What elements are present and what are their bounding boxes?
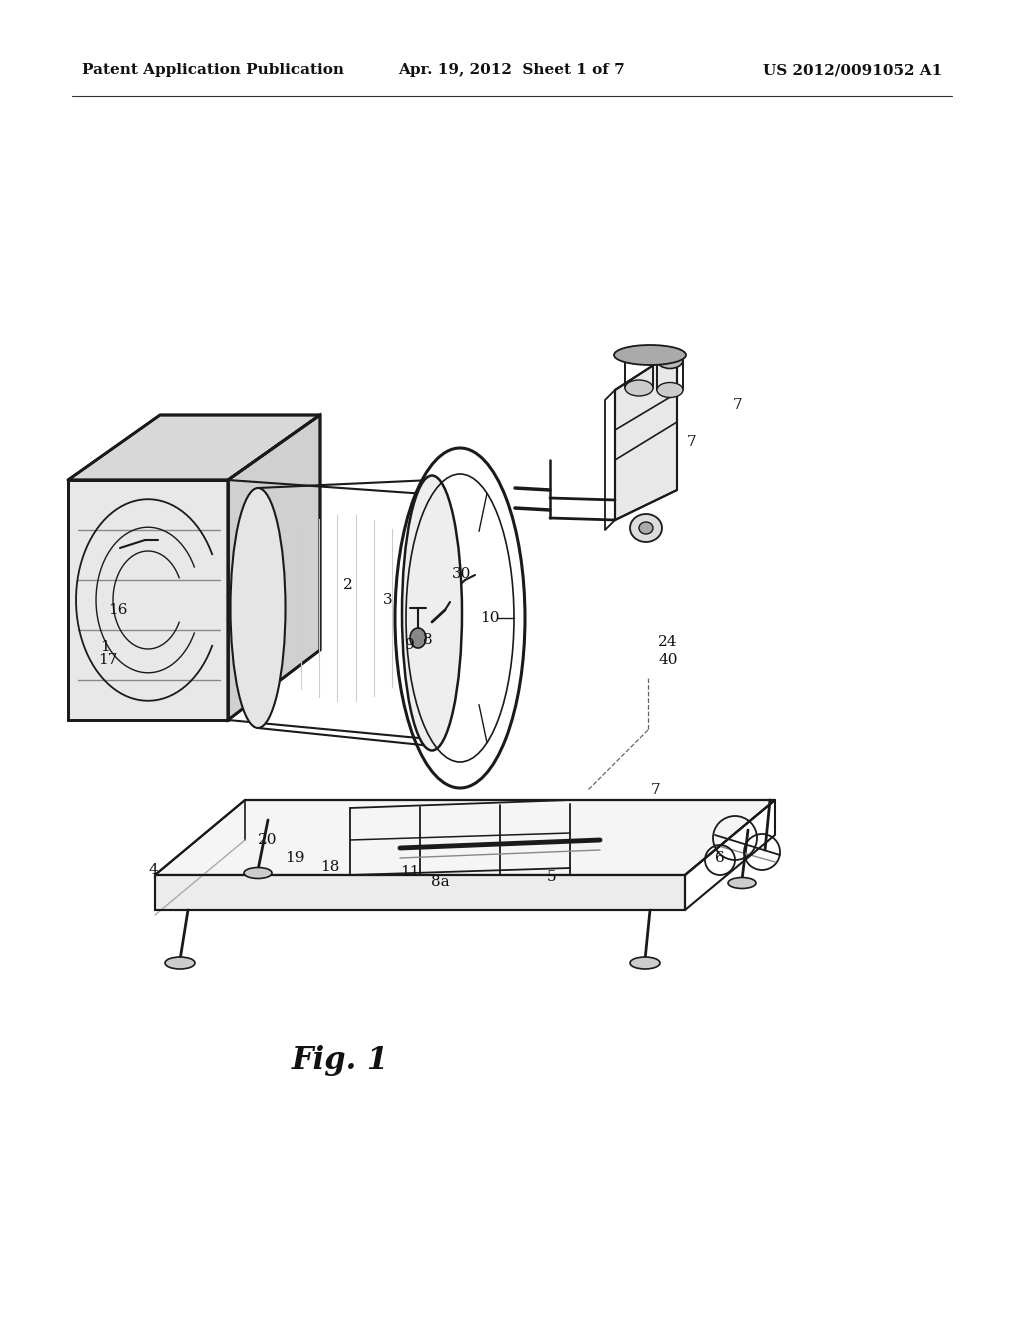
Text: 9: 9 — [406, 638, 415, 652]
Text: 11: 11 — [400, 865, 420, 879]
Polygon shape — [615, 350, 677, 520]
Text: 17: 17 — [98, 653, 118, 667]
Ellipse shape — [230, 488, 286, 729]
Text: 6: 6 — [715, 851, 725, 865]
Polygon shape — [68, 414, 319, 480]
Text: US 2012/0091052 A1: US 2012/0091052 A1 — [763, 63, 942, 77]
Ellipse shape — [639, 521, 653, 535]
Text: 7: 7 — [651, 783, 660, 797]
Polygon shape — [228, 414, 319, 719]
Ellipse shape — [402, 475, 462, 751]
Text: 16: 16 — [109, 603, 128, 616]
Polygon shape — [155, 875, 685, 909]
Ellipse shape — [630, 957, 660, 969]
Ellipse shape — [657, 383, 683, 397]
Text: 7: 7 — [687, 436, 696, 449]
Polygon shape — [68, 480, 228, 719]
Polygon shape — [155, 800, 775, 875]
Ellipse shape — [728, 878, 756, 888]
Text: Apr. 19, 2012  Sheet 1 of 7: Apr. 19, 2012 Sheet 1 of 7 — [398, 63, 626, 77]
Ellipse shape — [410, 628, 426, 648]
Text: 40: 40 — [658, 653, 678, 667]
Text: 8a: 8a — [431, 875, 450, 888]
Text: 1: 1 — [100, 640, 110, 653]
Text: 30: 30 — [453, 568, 472, 581]
Text: Patent Application Publication: Patent Application Publication — [82, 63, 344, 77]
Ellipse shape — [630, 513, 662, 543]
Ellipse shape — [625, 380, 653, 396]
Text: 19: 19 — [286, 851, 305, 865]
Text: 3: 3 — [383, 593, 393, 607]
Ellipse shape — [657, 351, 683, 368]
Text: Fig. 1: Fig. 1 — [292, 1044, 388, 1076]
Ellipse shape — [244, 867, 272, 879]
Ellipse shape — [625, 346, 653, 364]
Text: 8: 8 — [423, 634, 433, 647]
Text: 5: 5 — [547, 870, 557, 884]
Text: 20: 20 — [258, 833, 278, 847]
Ellipse shape — [165, 957, 195, 969]
Text: 7: 7 — [733, 399, 742, 412]
Text: 2: 2 — [343, 578, 353, 591]
Text: 4: 4 — [148, 863, 158, 876]
Text: 10: 10 — [480, 611, 500, 624]
Text: 18: 18 — [321, 861, 340, 874]
Ellipse shape — [614, 345, 686, 366]
Text: 24: 24 — [658, 635, 678, 649]
